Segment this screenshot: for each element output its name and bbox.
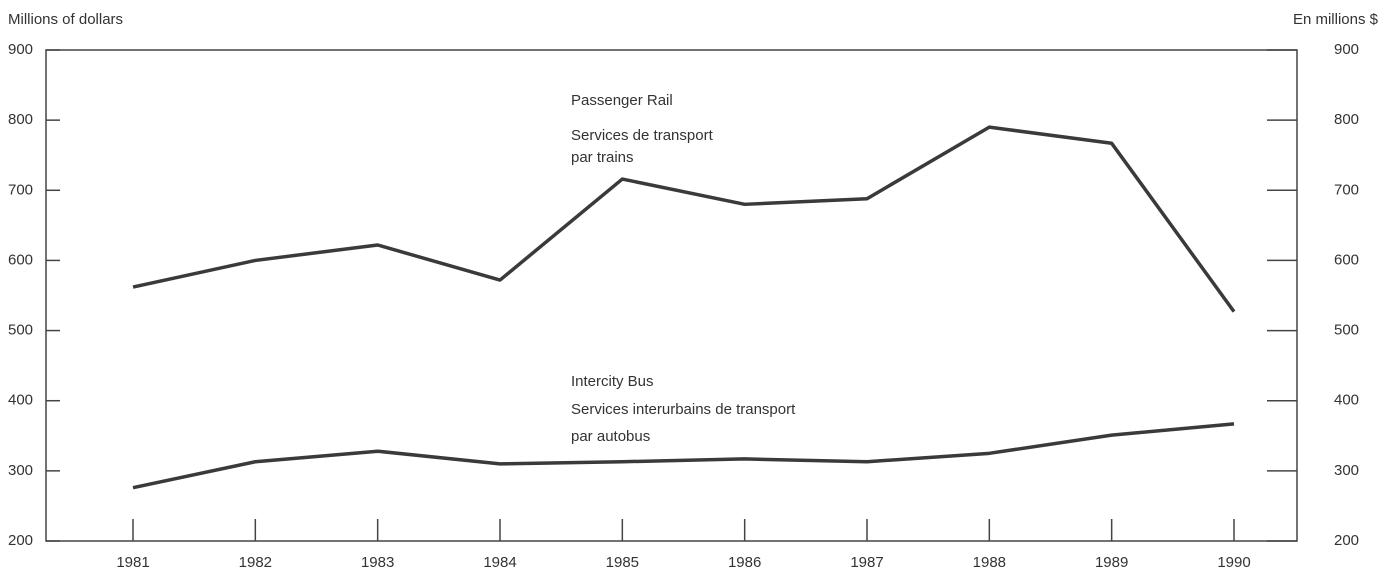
y2-tick-label: 700 (1334, 181, 1359, 198)
y2-tick-label: 200 (1334, 532, 1359, 549)
series-line (132, 422, 1235, 490)
x-tick-label: 1982 (239, 554, 272, 571)
y2-tick-label: 500 (1334, 322, 1359, 339)
x-tick-label: 1986 (728, 554, 761, 571)
y2-axis-label: En millions $ (1293, 11, 1379, 28)
y-axis-label: Millions of dollars (8, 11, 123, 28)
y-tick-label: 200 (8, 532, 33, 549)
annotation: Services interurbains de transport (571, 401, 796, 418)
x-tick-label: 1981 (116, 554, 149, 571)
annotation: Intercity Bus (571, 373, 654, 390)
y-tick-label: 300 (8, 462, 33, 479)
y-tick-label: 800 (8, 111, 33, 128)
annotation: Passenger Rail (571, 92, 673, 109)
y2-tick-label: 900 (1334, 41, 1359, 58)
x-tick-label: 1987 (850, 554, 883, 571)
annotation: par trains (571, 149, 634, 166)
y-tick-label: 600 (8, 251, 33, 268)
x-tick-label: 1990 (1217, 554, 1250, 571)
y2-tick-label: 300 (1334, 462, 1359, 479)
x-tick-label: 1985 (606, 554, 639, 571)
plot-frame (45, 49, 1298, 542)
x-tick-label: 1984 (483, 554, 516, 571)
y-tick-label: 500 (8, 322, 33, 339)
y2-tick-label: 600 (1334, 251, 1359, 268)
y-tick-label: 700 (8, 181, 33, 198)
y-tick-label: 400 (8, 392, 33, 409)
annotation: Services de transport (571, 127, 714, 144)
y2-tick-label: 800 (1334, 111, 1359, 128)
series-line (132, 125, 1236, 313)
y2-tick-label: 400 (1334, 392, 1359, 409)
x-tick-label: 1983 (361, 554, 394, 571)
y-tick-label: 900 (8, 41, 33, 58)
annotation: par autobus (571, 428, 650, 445)
x-tick-label: 1989 (1095, 554, 1128, 571)
x-tick-label: 1988 (973, 554, 1006, 571)
